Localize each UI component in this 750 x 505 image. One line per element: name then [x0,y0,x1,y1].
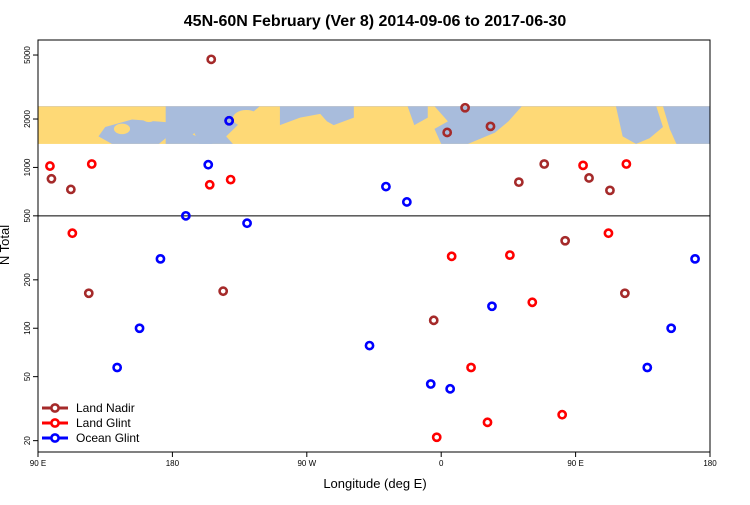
point-1-9 [504,250,515,260]
x-tick-label-5: 180 [703,459,717,468]
y-tick-label-0: 20 [23,436,32,445]
map-ocean-6 [662,106,710,144]
point-2-15 [690,253,700,264]
point-2-6 [242,218,252,229]
series-land-glint [45,159,632,443]
point-2-14 [666,323,677,334]
y-tick-label-4: 500 [23,209,32,223]
point-0-8 [460,102,470,113]
point-1-14 [621,159,632,169]
point-0-2 [83,288,94,299]
x-axis-title: Longitude (deg E) [323,476,426,491]
legend-marker-2 [50,433,60,443]
point-0-10 [513,177,524,188]
point-1-4 [225,174,236,185]
map-ocean-5 [615,106,663,144]
map-island-1 [142,113,156,123]
y-tick-label-3: 200 [23,273,32,287]
point-2-4 [203,159,214,170]
point-1-5 [431,432,442,443]
point-2-11 [445,383,456,394]
point-0-0 [46,173,57,184]
map-ocean-4 [434,106,522,144]
point-0-9 [485,121,496,132]
point-2-5 [224,115,235,126]
point-0-13 [584,173,594,183]
y-tick-label-1: 50 [23,372,32,381]
point-1-3 [204,179,215,190]
point-1-2 [86,159,97,169]
point-2-3 [180,210,191,221]
point-0-6 [428,315,439,326]
y-axis: 20 50 100 200 500 1000 2000 5000 [23,46,38,445]
point-1-0 [45,161,55,171]
x-tick-label-3: 0 [439,459,444,468]
point-1-7 [466,362,476,373]
y-tick-label-2: 100 [23,321,32,335]
data-points [45,54,700,443]
legend-label-0: Land Nadir [76,401,135,415]
point-2-1 [134,323,145,334]
point-0-5 [218,286,229,297]
point-2-13 [642,362,653,373]
point-1-6 [446,251,457,262]
point-1-13 [603,228,614,239]
point-2-7 [364,340,375,351]
legend-marker-1 [50,418,60,428]
point-0-11 [539,159,550,169]
point-1-8 [482,417,493,428]
x-tick-label-4: 90 E [567,459,583,468]
series-land-nadir [46,54,630,326]
x-tick-label-2: 90 W [297,459,316,468]
y-tick-label-5: 1000 [23,158,32,176]
point-2-9 [401,197,412,207]
legend-label-1: Land Glint [76,416,131,430]
point-0-3 [206,54,217,65]
map-island-0 [113,123,131,135]
map-ocean-2 [192,106,354,144]
x-axis: 90 E 180 90 W 0 90 E 180 [30,452,717,468]
legend-label-2: Ocean Glint [76,431,140,445]
world-map-band [38,106,710,144]
plot-frame [37,39,711,453]
point-1-10 [527,297,538,308]
series-ocean-glint [112,115,700,394]
map-island-3 [279,126,294,138]
point-1-1 [67,228,78,239]
point-0-1 [65,184,76,195]
point-0-15 [619,288,630,299]
y-tick-label-7: 5000 [23,46,32,64]
point-2-12 [487,301,497,312]
point-1-11 [557,409,568,420]
legend-marker-0 [50,403,60,413]
x-tick-label-0: 90 E [30,459,46,468]
point-2-0 [112,362,123,373]
chart-title: 45N-60N February (Ver 8) 2014-09-06 to 2… [184,13,567,30]
map-island-2 [308,119,319,135]
x-tick-label-1: 180 [166,459,180,468]
point-1-12 [578,160,588,171]
map-island-4 [232,110,260,127]
point-2-2 [155,253,166,264]
point-2-8 [381,181,391,192]
point-0-7 [442,127,453,138]
point-2-10 [425,379,436,389]
y-tick-label-6: 2000 [23,110,32,128]
map-ocean-3 [407,106,428,126]
point-0-14 [605,185,615,196]
point-0-12 [560,235,571,246]
y-axis-title: N Total [0,225,12,265]
